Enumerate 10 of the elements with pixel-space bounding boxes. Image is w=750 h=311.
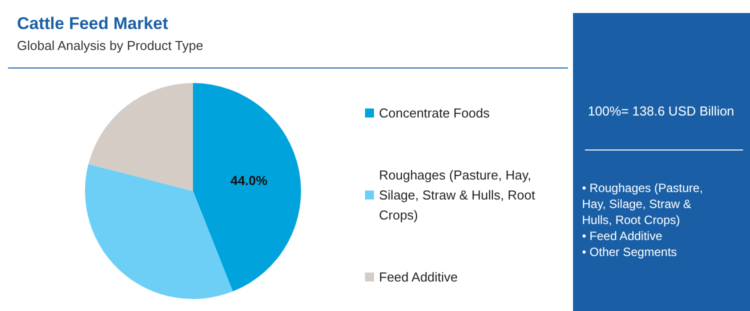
text: • Roughages (Pasture, Hay, Silage, Straw & Hulls, Root Crops): [582, 181, 706, 227]
chart-subtitle: Global Analysis by Product Type: [17, 38, 204, 53]
text: • Feed Additive: [582, 229, 663, 243]
legend-label: Feed Additive: [379, 270, 458, 284]
legend-label: Roughages (Pasture, Hay, Silage, Straw & Hulls, Root Crops): [379, 168, 539, 222]
data-label: 44.0%: [230, 172, 268, 188]
text: • Other Segments: [582, 245, 677, 259]
legend-label: Concentrate Foods: [379, 106, 490, 120]
text: 100%= 138.6 USD Billion: [588, 104, 734, 118]
chart-title: Cattle Feed Market: [17, 14, 168, 33]
